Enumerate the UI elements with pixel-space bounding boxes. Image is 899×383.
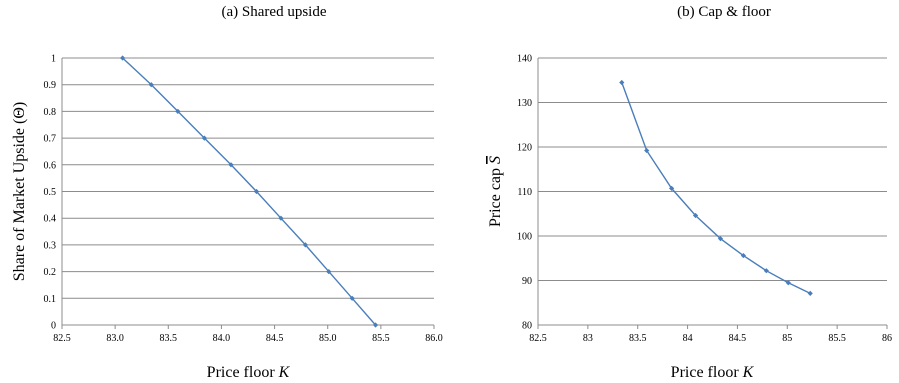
chart-a-x-tick-label: 84.0 <box>213 333 231 344</box>
chart-b-y-tick-label: 130 <box>517 98 532 109</box>
chart-b-y-tick-label: 100 <box>517 232 532 243</box>
chart-b-x-axis-label: Price floor K <box>671 364 755 381</box>
chart-b-x-tick-label: 86 <box>882 333 892 344</box>
chart-a-x-tick-label: 83.0 <box>106 333 124 344</box>
chart-a-x-tick-label: 82.5 <box>53 333 71 344</box>
chart-b-y-tick-label: 110 <box>517 187 532 198</box>
chart-b-y-tick-label: 80 <box>522 321 532 332</box>
chart-a-y-tick-label: 0 <box>51 321 56 332</box>
chart-b-title: (b) Cap & floor <box>677 4 771 20</box>
chart-b-data-point <box>692 212 699 219</box>
chart-a-y-tick-label: 0.9 <box>44 80 57 91</box>
chart-a-x-tick-label: 83.5 <box>160 333 178 344</box>
chart-a-data-point <box>372 322 379 328</box>
chart-a-x-tick-label: 85.5 <box>372 333 390 344</box>
chart-a-y-tick-label: 0.6 <box>44 160 57 171</box>
chart-b-x-tick-label: 82.5 <box>529 333 547 344</box>
chart-a-y-tick-label: 0.7 <box>44 134 57 145</box>
chart-a-data-point <box>326 269 332 275</box>
chart-b-x-tick-label: 85 <box>782 333 792 344</box>
chart-b-data-point <box>785 280 791 286</box>
chart-a-y-tick-label: 0.5 <box>44 187 57 198</box>
chart-a-data-point <box>349 295 355 301</box>
chart-a-y-axis-label: Share of Market Upside (Θ) <box>11 102 28 282</box>
chart-b-y-tick-label: 120 <box>517 143 532 154</box>
chart-a-x-tick-label: 84.5 <box>266 333 284 344</box>
chart-a-x-axis-label: Price floor K <box>207 364 291 381</box>
chart-a-data-point <box>175 108 181 114</box>
chart-b-y-tick-label: 90 <box>522 276 532 287</box>
chart-b-data-point <box>740 252 747 259</box>
chart-a-data-point <box>119 55 126 61</box>
chart-b-data-point <box>669 185 675 191</box>
chart-a-data-point <box>302 242 308 248</box>
chart-a-data-point <box>148 82 154 88</box>
chart-a-data-point <box>228 162 234 168</box>
chart-b-series-line <box>621 82 811 295</box>
chart-b-data-point <box>807 290 813 297</box>
chart-a-x-tick-label: 86.0 <box>425 333 443 344</box>
chart-a-y-tick-label: 0.2 <box>44 267 57 278</box>
chart-a-y-tick-label: 0.1 <box>44 294 57 305</box>
chart-b-x-tick-label: 83.5 <box>629 333 647 344</box>
chart-a-y-tick-label: 0.4 <box>44 214 57 225</box>
chart-b-data-point <box>763 268 769 274</box>
chart-b-x-tick-label: 84.5 <box>729 333 747 344</box>
chart-b-x-tick-label: 83 <box>583 333 593 344</box>
chart-a-y-tick-label: 0.8 <box>44 107 57 118</box>
chart-b-data-point <box>619 79 625 86</box>
chart-b-x-tick-label: 85.5 <box>828 333 846 344</box>
chart-a-title: (a) Shared upside <box>221 4 327 20</box>
chart-a-data-point <box>253 188 260 195</box>
chart-a-x-tick-label: 85.0 <box>319 333 337 344</box>
chart-a-data-point <box>201 135 208 141</box>
chart-b-data-point <box>644 147 650 154</box>
chart-a-y-tick-label: 1 <box>51 54 56 65</box>
chart-a-data-point <box>278 215 284 221</box>
chart-b-y-axis-label: Price cap S <box>487 156 504 227</box>
chart-b-data-point <box>717 236 724 242</box>
chart-b-y-tick-label: 140 <box>517 54 532 65</box>
chart-b-x-tick-label: 84 <box>683 333 693 344</box>
chart-a-y-tick-label: 0.3 <box>44 240 57 251</box>
